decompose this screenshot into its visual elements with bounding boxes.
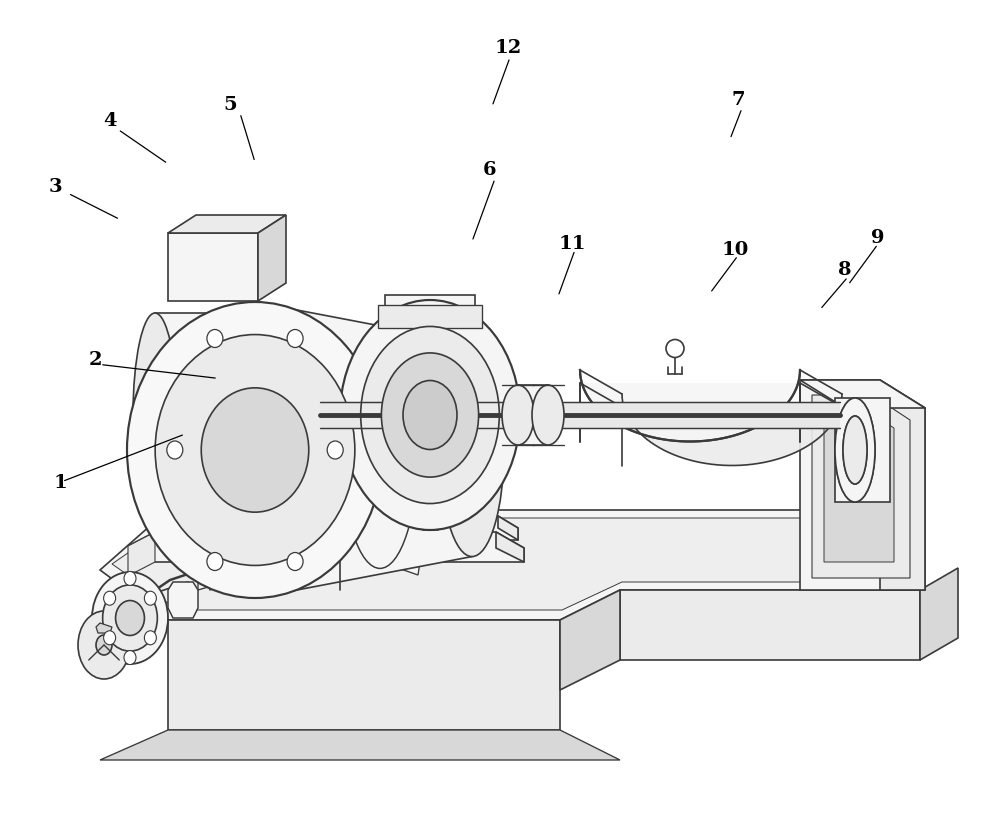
- Polygon shape: [258, 215, 286, 301]
- Text: 7: 7: [731, 91, 745, 109]
- Polygon shape: [155, 313, 265, 517]
- Text: 8: 8: [838, 261, 852, 279]
- Ellipse shape: [494, 461, 502, 469]
- Polygon shape: [128, 532, 524, 562]
- Polygon shape: [128, 532, 155, 576]
- Polygon shape: [180, 452, 238, 468]
- Text: 10: 10: [721, 241, 749, 259]
- Ellipse shape: [144, 631, 156, 645]
- Ellipse shape: [327, 441, 343, 459]
- Ellipse shape: [103, 585, 157, 651]
- Ellipse shape: [287, 553, 303, 571]
- Polygon shape: [198, 532, 420, 590]
- Text: 12: 12: [494, 38, 522, 57]
- Ellipse shape: [502, 385, 534, 445]
- Polygon shape: [880, 380, 925, 590]
- Polygon shape: [378, 305, 482, 328]
- Polygon shape: [180, 362, 238, 378]
- Ellipse shape: [78, 611, 130, 679]
- Polygon shape: [255, 302, 472, 598]
- Polygon shape: [800, 380, 925, 590]
- Polygon shape: [622, 394, 842, 465]
- Ellipse shape: [104, 591, 116, 605]
- Ellipse shape: [342, 332, 418, 568]
- Polygon shape: [498, 516, 518, 540]
- Polygon shape: [422, 300, 438, 530]
- Ellipse shape: [243, 313, 287, 517]
- Ellipse shape: [835, 398, 875, 502]
- Polygon shape: [168, 620, 560, 730]
- Text: 3: 3: [48, 178, 62, 196]
- Ellipse shape: [127, 302, 383, 598]
- Polygon shape: [168, 582, 198, 618]
- Polygon shape: [180, 422, 238, 438]
- Polygon shape: [518, 385, 548, 445]
- Polygon shape: [920, 568, 958, 660]
- Text: 4: 4: [103, 112, 117, 130]
- Text: 6: 6: [483, 161, 497, 179]
- Polygon shape: [496, 532, 524, 562]
- Ellipse shape: [124, 650, 136, 664]
- Ellipse shape: [104, 631, 116, 645]
- Ellipse shape: [144, 591, 156, 605]
- Ellipse shape: [381, 353, 479, 477]
- Polygon shape: [560, 590, 620, 690]
- Ellipse shape: [207, 329, 223, 347]
- Polygon shape: [362, 516, 518, 540]
- Ellipse shape: [133, 313, 177, 517]
- Ellipse shape: [843, 416, 867, 484]
- Polygon shape: [168, 233, 258, 301]
- Polygon shape: [620, 590, 920, 660]
- Text: 9: 9: [871, 229, 885, 247]
- Ellipse shape: [124, 572, 136, 586]
- Polygon shape: [580, 370, 800, 441]
- Ellipse shape: [287, 329, 303, 347]
- Ellipse shape: [92, 572, 168, 664]
- Ellipse shape: [155, 334, 355, 565]
- Ellipse shape: [116, 600, 144, 636]
- Text: 2: 2: [88, 351, 102, 369]
- Ellipse shape: [201, 388, 309, 512]
- Polygon shape: [100, 730, 620, 760]
- Polygon shape: [824, 408, 894, 562]
- Polygon shape: [462, 500, 482, 530]
- Polygon shape: [96, 623, 112, 633]
- Ellipse shape: [403, 381, 457, 450]
- Polygon shape: [180, 392, 238, 408]
- Polygon shape: [100, 510, 920, 620]
- Text: 5: 5: [223, 96, 237, 114]
- Polygon shape: [112, 518, 908, 610]
- Polygon shape: [800, 380, 925, 408]
- Text: 1: 1: [53, 474, 67, 492]
- Ellipse shape: [843, 416, 867, 484]
- Ellipse shape: [532, 385, 564, 445]
- Text: 11: 11: [558, 235, 586, 253]
- Polygon shape: [385, 295, 475, 330]
- Polygon shape: [378, 500, 398, 530]
- Ellipse shape: [835, 398, 875, 502]
- Ellipse shape: [361, 327, 499, 504]
- Polygon shape: [835, 398, 890, 502]
- Polygon shape: [168, 215, 286, 233]
- Polygon shape: [320, 402, 840, 428]
- Polygon shape: [812, 395, 910, 578]
- Ellipse shape: [340, 300, 520, 530]
- Ellipse shape: [440, 343, 504, 557]
- Ellipse shape: [207, 553, 223, 571]
- Ellipse shape: [167, 441, 183, 459]
- Ellipse shape: [96, 635, 112, 655]
